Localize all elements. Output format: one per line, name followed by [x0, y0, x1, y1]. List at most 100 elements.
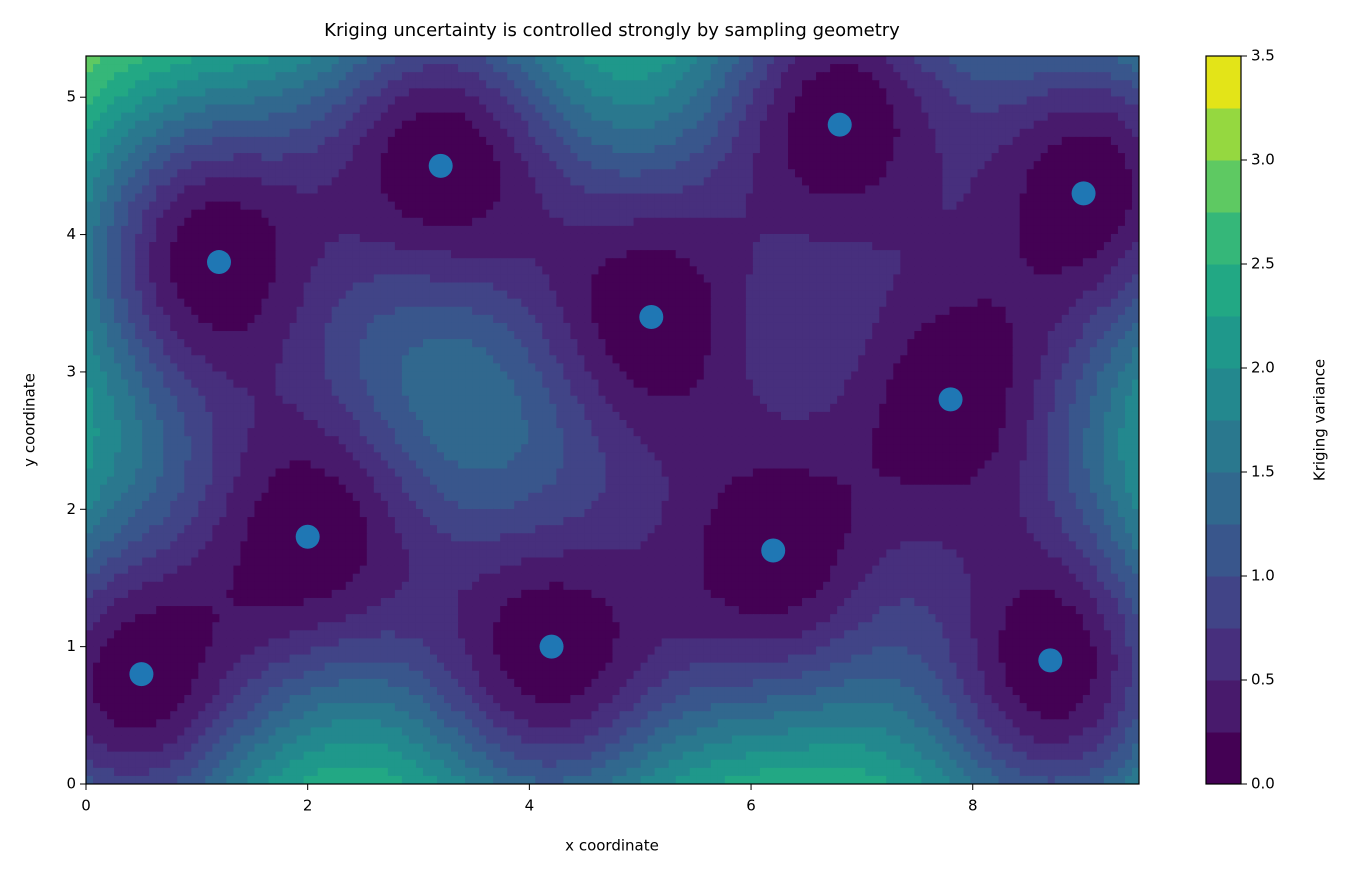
contour-cell: [619, 104, 628, 114]
contour-cell: [373, 314, 382, 324]
contour-cell: [240, 144, 249, 154]
contour-cell: [128, 161, 136, 170]
contour-cell: [289, 136, 298, 146]
contour-cell: [682, 274, 691, 284]
contour-cell: [696, 153, 705, 162]
contour-cell: [612, 153, 621, 162]
contour-cell: [633, 144, 642, 154]
contour-cell: [93, 169, 101, 178]
contour-cell: [493, 104, 501, 114]
contour-cell: [170, 298, 178, 308]
contour-cell: [872, 298, 880, 308]
contour-cell: [331, 112, 340, 122]
contour-cell: [359, 290, 368, 300]
contour-cell: [703, 128, 712, 138]
contour-cell: [170, 104, 178, 114]
contour-cell: [128, 314, 136, 324]
contour-cell: [226, 112, 235, 122]
contour-cell: [773, 136, 782, 146]
contour-cell: [191, 209, 199, 219]
contour-cell: [458, 80, 466, 89]
contour-cell: [977, 161, 986, 170]
contour-cell: [858, 193, 866, 203]
contour-cell: [998, 258, 1007, 267]
contour-cell: [100, 72, 108, 81]
contour-cell: [921, 314, 929, 324]
contour-cell: [921, 136, 929, 146]
contour-cell: [689, 161, 698, 170]
contour-cell: [1082, 88, 1091, 98]
contour-cell: [359, 217, 368, 227]
contour-cell: [935, 96, 944, 106]
contour-cell: [177, 266, 185, 275]
contour-cell: [780, 298, 789, 308]
contour-cell: [296, 209, 305, 219]
contour-cell: [226, 144, 235, 154]
contour-cell: [394, 112, 403, 122]
contour-cell: [577, 88, 586, 98]
contour-cell: [100, 258, 108, 267]
contour-cell: [486, 56, 494, 65]
contour-cell: [240, 258, 249, 267]
contour-cell: [563, 64, 571, 73]
contour-cell: [710, 209, 719, 219]
contour-cell: [570, 282, 578, 292]
contour-cell: [401, 242, 410, 251]
contour-cell: [745, 120, 754, 130]
contour-cell: [802, 64, 810, 73]
contour-cell: [324, 201, 333, 211]
contour-cell: [1005, 209, 1014, 219]
contour-cell: [851, 193, 859, 203]
contour-cell: [219, 177, 227, 187]
contour-cell: [766, 169, 775, 178]
contour-cell: [373, 242, 382, 251]
contour-cell: [738, 298, 747, 308]
contour-cell: [935, 64, 944, 73]
contour-cell: [394, 169, 403, 178]
contour-cell: [921, 258, 929, 267]
contour-cell: [387, 290, 396, 300]
contour-cell: [907, 72, 915, 81]
contour-cell: [310, 136, 319, 146]
contour-cell: [317, 274, 326, 284]
contour-cell: [598, 104, 607, 114]
contour-cell: [142, 201, 150, 211]
contour-cell: [226, 177, 235, 187]
contour-cell: [437, 233, 445, 243]
contour-cell: [717, 185, 726, 195]
contour-cell: [717, 104, 726, 114]
contour-cell: [493, 136, 501, 146]
contour-cell: [991, 217, 1000, 227]
contour-cell: [240, 217, 249, 227]
contour-cell: [205, 209, 213, 219]
contour-cell: [331, 96, 340, 106]
contour-cell: [401, 185, 410, 195]
contour-cell: [261, 136, 270, 146]
contour-cell: [444, 144, 452, 154]
contour-cell: [1047, 242, 1056, 251]
contour-cell: [380, 201, 389, 211]
contour-cell: [240, 209, 249, 219]
contour-cell: [830, 201, 838, 211]
contour-cell: [998, 136, 1007, 146]
contour-cell: [689, 298, 698, 308]
contour-cell: [865, 56, 873, 65]
contour-cell: [570, 185, 578, 195]
contour-cell: [359, 201, 368, 211]
contour-cell: [837, 298, 845, 308]
contour-cell: [1026, 56, 1035, 65]
contour-cell: [303, 153, 312, 162]
contour-cell: [731, 242, 740, 251]
contour-cell: [437, 266, 445, 275]
contour-cell: [535, 193, 543, 203]
contour-cell: [654, 298, 663, 308]
contour-cell: [661, 266, 670, 275]
contour-cell: [226, 169, 235, 178]
contour-cell: [514, 80, 522, 89]
contour-cell: [991, 72, 1000, 81]
contour-cell: [1033, 144, 1042, 154]
contour-cell: [163, 306, 171, 316]
contour-cell: [142, 112, 150, 122]
contour-cell: [451, 274, 459, 284]
contour-cell: [963, 112, 972, 122]
